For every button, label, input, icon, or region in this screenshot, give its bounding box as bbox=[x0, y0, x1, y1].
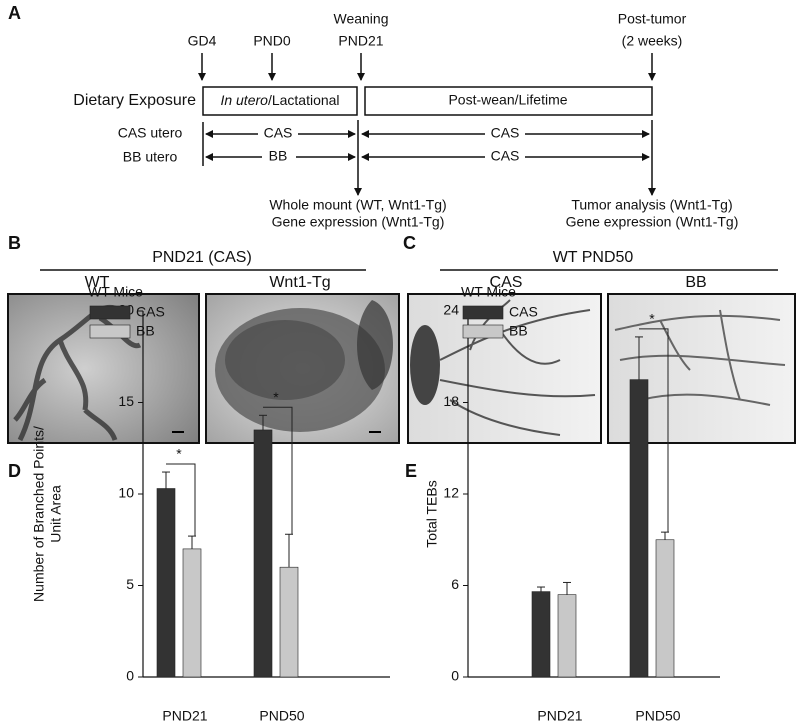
x-tick-label: PND21 bbox=[537, 708, 582, 724]
image-label: Wnt1-Tg bbox=[269, 274, 330, 291]
row-header: Dietary Exposure bbox=[73, 92, 196, 109]
image-label: WT bbox=[85, 274, 110, 291]
legend-label: BB bbox=[509, 323, 528, 339]
bar bbox=[557, 594, 577, 678]
y-tick-label: 24 bbox=[443, 302, 459, 318]
phase-box bbox=[202, 86, 358, 116]
x-tick-label: PND50 bbox=[635, 708, 680, 724]
diet-label: CAS bbox=[264, 125, 293, 141]
panel-label: D bbox=[8, 461, 21, 481]
y-tick-label: 6 bbox=[451, 576, 459, 592]
y-tick-label: 5 bbox=[126, 576, 134, 592]
bar bbox=[279, 566, 299, 678]
legend-swatch bbox=[89, 305, 131, 320]
y-tick-label: 18 bbox=[443, 393, 459, 409]
legend-swatch bbox=[89, 324, 131, 339]
phase-box bbox=[364, 86, 653, 116]
y-tick-label: 12 bbox=[443, 485, 459, 501]
panel-label: C bbox=[403, 233, 416, 253]
legend-title: WT Mice bbox=[461, 284, 516, 300]
bar bbox=[253, 429, 273, 678]
timepoint: (2 weeks) bbox=[622, 33, 683, 49]
y-axis-label: Total TEBs bbox=[424, 480, 440, 547]
timepoint: PND21 bbox=[338, 33, 383, 49]
phase-label: Post-wean/Lifetime bbox=[448, 92, 567, 108]
timepoint: GD4 bbox=[188, 33, 217, 49]
bar bbox=[655, 539, 675, 678]
analysis-label: Tumor analysis (Wnt1-Tg) bbox=[571, 197, 732, 213]
legend-swatch bbox=[462, 305, 504, 320]
analysis-label: Gene expression (Wnt1-Tg) bbox=[272, 214, 445, 230]
timepoint-arrows bbox=[198, 53, 656, 81]
legend-label: BB bbox=[136, 323, 155, 339]
significance-bracket bbox=[263, 406, 293, 535]
analysis-label: Gene expression (Wnt1-Tg) bbox=[566, 214, 739, 230]
diet-label: CAS bbox=[491, 148, 520, 164]
panel-label: A bbox=[8, 3, 21, 23]
legend-swatch bbox=[462, 324, 504, 339]
group-label: BB utero bbox=[123, 149, 178, 165]
legend-label: CAS bbox=[136, 304, 165, 320]
analysis-label: Whole mount (WT, Wnt1-Tg) bbox=[269, 197, 446, 213]
y-tick-label: 10 bbox=[118, 485, 134, 501]
significance-star: * bbox=[273, 389, 279, 405]
timepoint: Weaning bbox=[333, 11, 388, 27]
y-tick-label: 0 bbox=[126, 668, 134, 684]
legend-title: WT Mice bbox=[88, 284, 143, 300]
significance-star: * bbox=[176, 446, 182, 462]
legend-label: CAS bbox=[509, 304, 538, 320]
x-tick-label: PND21 bbox=[162, 708, 207, 724]
timepoint: Post-tumor bbox=[618, 11, 687, 27]
y-tick-label: 0 bbox=[451, 668, 459, 684]
significance-bracket bbox=[166, 463, 196, 537]
y-tick-label: 15 bbox=[118, 393, 134, 409]
micrograph bbox=[407, 293, 602, 444]
bar bbox=[531, 591, 551, 678]
timepoint: PND0 bbox=[253, 33, 291, 49]
diet-label: BB bbox=[269, 148, 288, 164]
panel-label: B bbox=[8, 233, 21, 253]
phase-label-rest: /Lactational bbox=[268, 92, 340, 108]
y-axis-label: Unit Area bbox=[48, 485, 64, 543]
significance-star: * bbox=[649, 311, 655, 327]
x-tick-label: PND50 bbox=[259, 708, 304, 724]
bar bbox=[182, 548, 202, 678]
timeline-lines bbox=[202, 120, 656, 196]
y-axis-label: Number of Branched Points/ bbox=[31, 426, 47, 602]
panel-title: WT PND50 bbox=[553, 249, 634, 266]
charts: 05101520Number of Branched Points/Unit A… bbox=[31, 284, 720, 724]
image-label: CAS bbox=[490, 274, 523, 291]
phase-label: In utero/Lactational bbox=[220, 92, 339, 108]
phase-label-italic: In utero bbox=[220, 92, 268, 108]
bar bbox=[629, 379, 649, 678]
panel-title: PND21 (CAS) bbox=[152, 249, 252, 266]
bar bbox=[156, 488, 176, 678]
micrograph bbox=[205, 293, 400, 444]
diet-label: CAS bbox=[491, 125, 520, 141]
panel-label: E bbox=[405, 461, 417, 481]
image-label: BB bbox=[685, 274, 706, 291]
group-label: CAS utero bbox=[118, 125, 183, 141]
significance-bracket bbox=[639, 328, 669, 533]
